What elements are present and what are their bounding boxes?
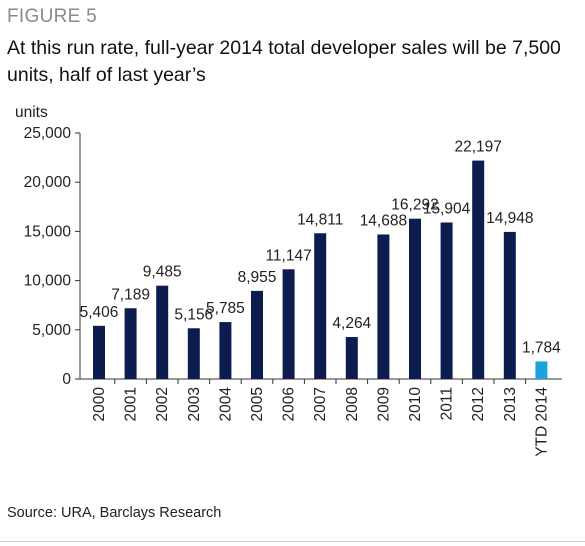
y-tick-label: 0 — [62, 371, 71, 388]
bar — [377, 234, 390, 379]
bar — [124, 308, 137, 379]
data-label: 14,811 — [297, 211, 343, 228]
bar — [440, 222, 453, 379]
data-label: 8,955 — [238, 269, 277, 286]
bar — [251, 290, 263, 379]
x-tick-label: 2011 — [439, 387, 456, 420]
x-tick-label: 2013 — [502, 387, 519, 421]
figure-label: FIGURE 5 — [7, 6, 98, 27]
x-tick-label: YTD 2014 — [533, 387, 550, 457]
x-tick-label: 2010 — [407, 387, 424, 422]
y-tick-label: 5,000 — [32, 322, 71, 339]
y-tick-label: 15,000 — [24, 223, 72, 240]
bar — [535, 361, 548, 379]
bottom-divider — [0, 541, 585, 542]
bar — [314, 233, 327, 379]
y-tick-label: 10,000 — [24, 273, 72, 290]
data-label: 5,406 — [80, 304, 119, 321]
data-label: 11,147 — [265, 247, 311, 264]
data-label: 4,264 — [332, 315, 371, 332]
y-axis-label: units — [15, 104, 48, 121]
data-label: 7,189 — [111, 286, 150, 303]
bar — [219, 322, 232, 379]
x-tick-label: 2005 — [249, 387, 266, 421]
data-label: 14,948 — [486, 210, 533, 227]
y-tick-label: 20,000 — [24, 174, 72, 191]
x-tick-label: 2009 — [375, 387, 392, 421]
data-label: 14,688 — [360, 212, 407, 229]
bar-chart: units 0 5,000 10,000 15,000 20,000 25,000 5,406… — [15, 104, 562, 457]
bar — [345, 337, 358, 379]
x-tick-label: 2008 — [344, 387, 361, 421]
chart-title: At this run rate, full-year 2014 total d… — [7, 37, 561, 86]
source-note: Source: URA, Barclays Research — [7, 505, 222, 521]
bar — [472, 160, 485, 379]
x-tick-label: 2000 — [91, 387, 108, 422]
bar — [409, 218, 421, 379]
data-label: 5,156 — [174, 306, 213, 323]
x-tick-label: 2012 — [470, 387, 487, 421]
data-label: 16,292 — [391, 197, 438, 214]
x-tick-label: 2003 — [186, 387, 203, 421]
bar — [187, 328, 200, 379]
bar — [282, 269, 295, 379]
data-label: 5,785 — [206, 300, 245, 317]
data-label: 22,197 — [454, 139, 501, 156]
data-label: 15,904 — [423, 201, 471, 218]
x-tick-label: 2007 — [312, 387, 329, 421]
x-tick-label: 2002 — [154, 387, 171, 421]
data-label: 9,485 — [143, 264, 182, 281]
y-tick-label: 25,000 — [24, 125, 72, 142]
bar — [93, 325, 105, 379]
bar — [503, 231, 516, 379]
bar — [156, 285, 169, 379]
data-label: 1,784 — [522, 339, 561, 356]
x-tick-label: 2001 — [123, 387, 140, 421]
x-tick-label: 2006 — [281, 387, 298, 421]
x-tick-label: 2004 — [217, 387, 234, 422]
